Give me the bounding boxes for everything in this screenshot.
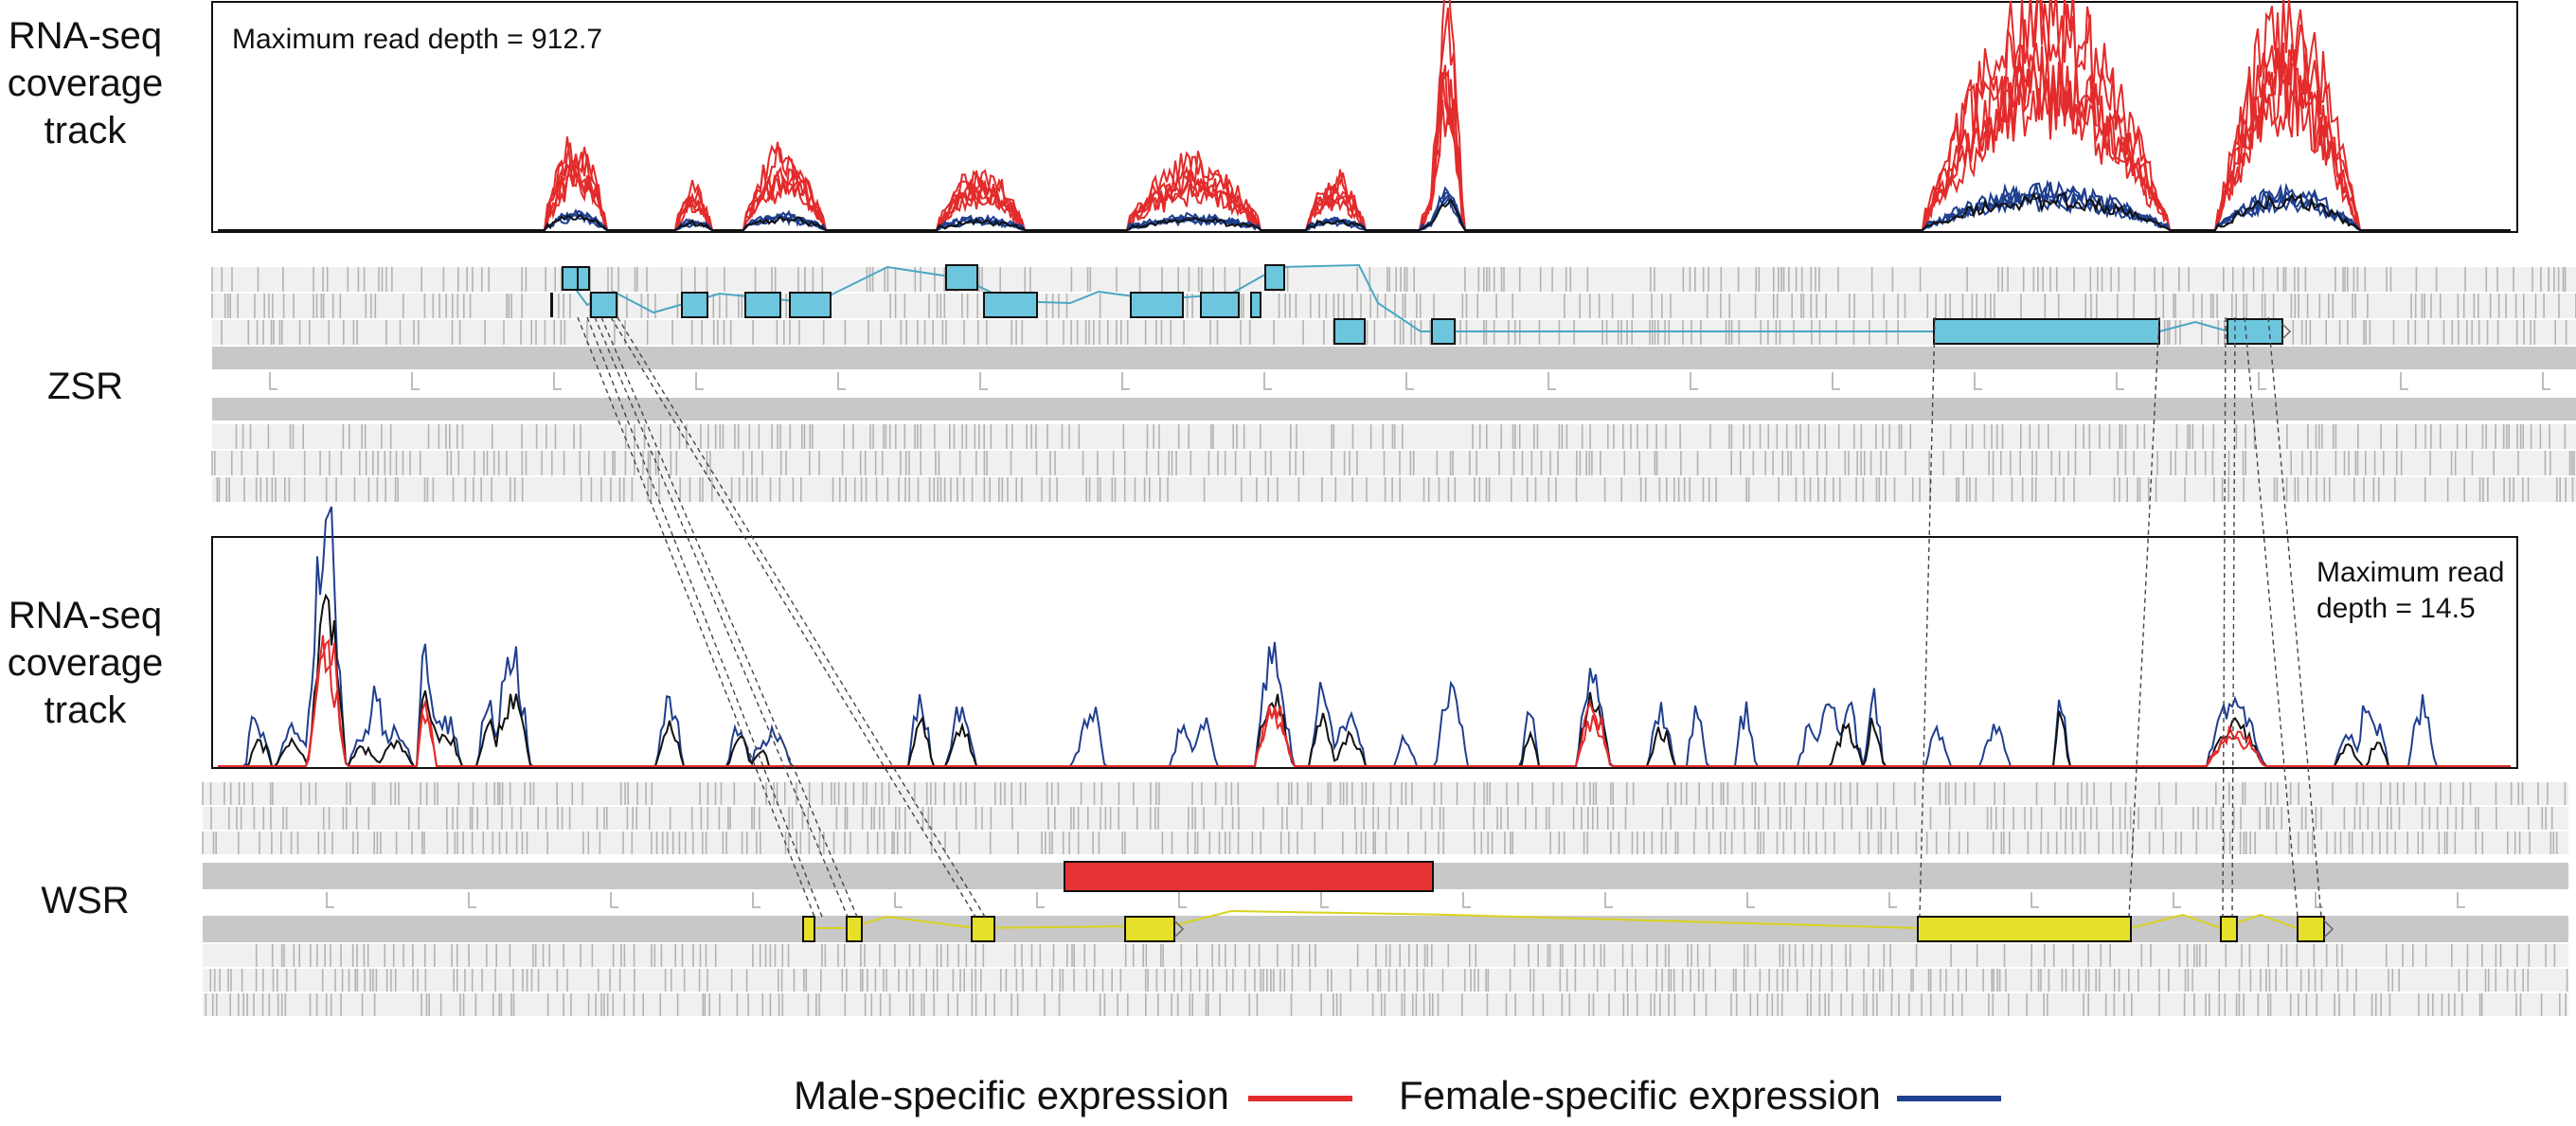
homology-connector <box>600 316 858 918</box>
feature-row <box>212 267 2576 292</box>
coverage-bottom-label: RNA-seq coverage track <box>0 592 170 734</box>
wsr-exon <box>1917 916 2132 942</box>
coverage-panel-top <box>211 0 2518 233</box>
homology-connector <box>2244 316 2299 918</box>
feature-ticks <box>235 424 2567 449</box>
wsr-ruler <box>326 892 2465 908</box>
coverage-bottom-frame <box>211 536 2518 769</box>
feature-row <box>212 398 2576 420</box>
zsr-strand-arrow <box>2281 323 2292 340</box>
feature-ticks <box>255 944 2556 967</box>
feature-ticks <box>202 831 2558 854</box>
zsr-stripe-rows <box>211 267 2576 502</box>
zsr-exon <box>1264 264 1285 291</box>
homology-connector <box>2128 316 2160 918</box>
feature-row <box>212 477 2576 502</box>
wsr-exon <box>2297 916 2325 942</box>
wsr-intron-line <box>813 909 2298 930</box>
feature-ticks <box>216 477 2574 502</box>
zsr-ruler <box>269 372 2550 390</box>
wsr-exon <box>971 916 995 942</box>
wsr-exon <box>846 916 863 942</box>
coverage-top-traces <box>218 0 2511 231</box>
feature-ticks <box>210 807 2553 830</box>
coverage-bottom-label-line2: coverage <box>7 642 164 684</box>
zsr-exon <box>1130 292 1184 318</box>
homology-connector <box>610 316 976 918</box>
feature-row <box>203 916 2568 942</box>
feature-ticks <box>202 782 2567 805</box>
zsr-start-marker <box>550 293 553 317</box>
coverage-bottom-label-line3: track <box>44 689 127 731</box>
zsr-exon <box>2227 318 2283 345</box>
wsr-stripe-rows <box>202 782 2568 1016</box>
coverage-panel-bottom <box>211 506 2518 769</box>
max-depth-bottom-line1: Maximum read <box>2317 557 2505 588</box>
max-depth-bottom-line2: depth = 14.5 <box>2317 593 2476 624</box>
zsr-exon <box>1200 292 1240 318</box>
max-depth-top-note: Maximum read depth = 912.7 <box>232 24 603 55</box>
zsr-exon <box>590 292 617 318</box>
feature-row <box>212 451 2576 475</box>
combined-coverage-line <box>218 191 2511 231</box>
zsr-exon <box>945 264 978 291</box>
feature-row <box>203 969 2568 992</box>
feature-row <box>203 782 2568 805</box>
wsr-exon <box>2220 916 2238 942</box>
coverage-bottom-label-line1: RNA-seq <box>8 595 163 636</box>
homology-connector <box>617 316 986 918</box>
wsr-label: WSR <box>41 880 130 921</box>
feature-row <box>212 347 2576 369</box>
wsr-exon <box>1124 916 1175 942</box>
homology-connector <box>2222 316 2227 918</box>
wsr-strand-arrow <box>2323 920 2334 938</box>
homology-connectors <box>577 316 2322 918</box>
wsr-gene-model <box>802 909 2334 942</box>
wsr-exon <box>802 916 815 942</box>
homology-connector <box>594 316 849 918</box>
zsr-label: ZSR <box>47 366 123 407</box>
zsr-exon <box>983 292 1038 318</box>
homology-connector <box>2231 316 2236 918</box>
zsr-exon <box>789 292 832 318</box>
zsr-gene-model <box>550 263 2292 345</box>
zsr-exon <box>1333 318 1366 345</box>
coverage-top-label-line2: coverage <box>7 63 164 104</box>
coverage-top-label: RNA-seq coverage track <box>0 12 170 154</box>
homology-connector <box>577 316 815 918</box>
coverage-bottom-traces <box>218 506 2511 769</box>
zsr-exon <box>1933 318 2160 345</box>
coverage-top-label-line1: RNA-seq <box>8 15 163 57</box>
zsr-exon <box>577 266 590 291</box>
legend-male-label: Male-specific expression <box>794 1073 1229 1117</box>
wsr-strand-arrow <box>1173 920 1185 938</box>
zsr-exon <box>681 292 708 318</box>
feature-ticks <box>211 267 2567 292</box>
homology-connector <box>2267 316 2322 918</box>
highlight-block <box>1064 861 1434 892</box>
coverage-top-label-line3: track <box>44 110 127 152</box>
max-depth-bottom-note: Maximum read depth = 14.5 <box>2317 555 2504 627</box>
homology-connector <box>1919 316 1936 918</box>
zsr-exon <box>1431 318 1456 345</box>
feature-ticks <box>209 969 2568 992</box>
zsr-exon <box>744 292 781 318</box>
feature-ticks <box>205 993 2567 1016</box>
legend-female-label: Female-specific expression <box>1399 1073 1881 1117</box>
zsr-exon <box>1250 292 1261 318</box>
male-coverage-line <box>218 638 2511 767</box>
